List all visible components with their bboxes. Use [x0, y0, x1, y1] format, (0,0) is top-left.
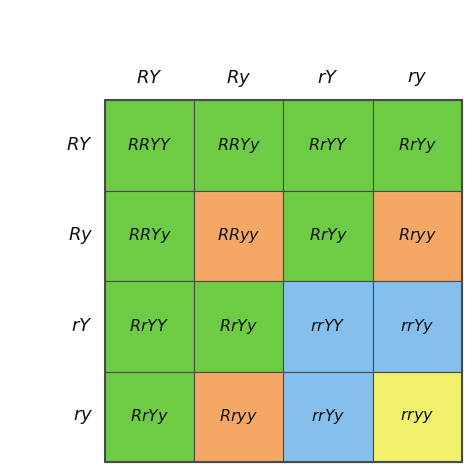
Text: $\it{Rryy}$: $\it{Rryy}$ [219, 407, 258, 426]
Text: $\it{rryy}$: $\it{rryy}$ [400, 408, 435, 425]
Text: $\it{rrYy}$: $\it{rrYy}$ [311, 407, 346, 426]
Bar [105, 372, 194, 462]
Bar [283, 100, 373, 191]
Text: $\it{RRYy}$: $\it{RRYy}$ [128, 226, 172, 245]
Text: $\it{RRYy}$: $\it{RRYy}$ [217, 136, 261, 155]
Bar [194, 372, 283, 462]
Text: $\it{RrYy}$: $\it{RrYy}$ [309, 226, 348, 245]
Bar [373, 191, 462, 281]
Text: $\it{RrYy}$: $\it{RrYy}$ [398, 136, 437, 155]
Text: $\it{RrYy}$: $\it{RrYy}$ [130, 407, 169, 426]
Bar [105, 191, 194, 281]
Text: $\it{rrYy}$: $\it{rrYy}$ [400, 317, 435, 336]
Text: $\it{RrYY}$: $\it{RrYY}$ [129, 318, 170, 334]
Text: $\mathbf{\mathit{Ry}}$: $\mathbf{\mathit{Ry}}$ [68, 225, 93, 246]
Bar [194, 100, 283, 191]
Text: $\mathbf{\mathit{Ry}}$: $\mathbf{\mathit{Ry}}$ [226, 67, 252, 89]
Text: $\mathbf{\mathit{RY}}$: $\mathbf{\mathit{RY}}$ [137, 69, 163, 87]
Text: $\it{RRYY}$: $\it{RRYY}$ [127, 137, 172, 153]
Text: $\it{RRyy}$: $\it{RRyy}$ [217, 226, 261, 245]
Bar [283, 191, 373, 281]
Bar [373, 100, 462, 191]
Text: $\mathbf{\mathit{ry}}$: $\mathbf{\mathit{ry}}$ [407, 69, 428, 88]
Bar [105, 100, 194, 191]
Text: $\it{Rryy}$: $\it{Rryy}$ [398, 226, 437, 245]
Bar [105, 281, 194, 372]
Bar [283, 281, 373, 372]
Bar [105, 100, 462, 462]
Text: $\mathbf{\mathit{RY}}$: $\mathbf{\mathit{RY}}$ [66, 136, 93, 154]
Bar [373, 372, 462, 462]
Bar [194, 281, 283, 372]
Text: $\it{rrYY}$: $\it{rrYY}$ [310, 318, 346, 334]
Bar [283, 372, 373, 462]
Text: $\it{RrYy}$: $\it{RrYy}$ [219, 317, 258, 336]
Text: $\mathbf{\mathit{rY}}$: $\mathbf{\mathit{rY}}$ [72, 317, 93, 335]
Bar [194, 191, 283, 281]
Text: $\it{RrYY}$: $\it{RrYY}$ [308, 137, 348, 153]
Bar [373, 281, 462, 372]
Text: $\mathbf{\mathit{ry}}$: $\mathbf{\mathit{ry}}$ [73, 407, 93, 426]
Text: $\mathbf{\mathit{rY}}$: $\mathbf{\mathit{rY}}$ [317, 69, 339, 87]
